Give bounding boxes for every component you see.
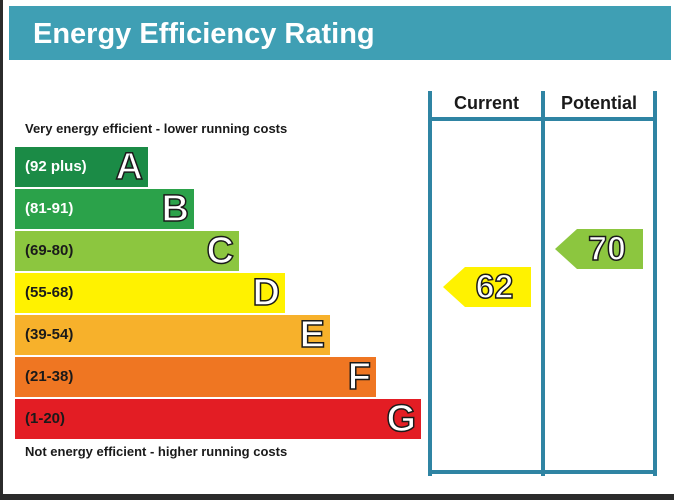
grid-line <box>653 91 657 476</box>
band-range-label: (69-80) <box>25 242 74 259</box>
band-range-label: (21-38) <box>25 368 74 385</box>
grid-line <box>541 91 545 476</box>
potential-rating-arrow: 70 <box>555 229 643 269</box>
current-rating-arrow: 62 <box>442 267 531 307</box>
chart-title: Energy Efficiency Rating <box>33 18 375 50</box>
band-a: (92 plus) A <box>15 145 148 189</box>
top-caption: Very energy efficient - lower running co… <box>25 121 288 136</box>
band-letter: A <box>115 145 144 189</box>
band-letter: F <box>347 355 372 399</box>
potential-arrow-shape <box>555 229 643 269</box>
grid-line <box>428 470 657 474</box>
title-bar: Energy Efficiency Rating <box>9 6 671 60</box>
band-b: (81-91) B <box>15 187 194 231</box>
band-f: (21-38) F <box>15 355 376 399</box>
bottom-caption: Not energy efficient - higher running co… <box>25 444 288 459</box>
band-letter: C <box>206 229 235 273</box>
band-letter: G <box>386 397 417 441</box>
band-letter: D <box>252 271 281 315</box>
band-letter: E <box>299 313 326 357</box>
band-d: (55-68) D <box>15 271 285 315</box>
band-c: (69-80) C <box>15 229 239 273</box>
column-header-potential: Potential <box>560 93 637 113</box>
epc-chart: Energy Efficiency Rating Current Potenti… <box>3 0 674 494</box>
band-e: (39-54) E <box>15 313 330 357</box>
band-range-label: (55-68) <box>25 284 74 301</box>
band-range-label: (39-54) <box>25 326 74 343</box>
grid-line <box>428 117 657 121</box>
grid-line <box>428 91 432 476</box>
band-range-label: (1-20) <box>25 410 66 427</box>
current-arrow-shape <box>442 267 531 307</box>
band-range-label: (92 plus) <box>25 158 87 175</box>
column-header-current: Current <box>453 93 519 113</box>
current-rating-value: 62 <box>475 267 514 307</box>
potential-rating-value: 70 <box>587 229 626 269</box>
band-range-label: (81-91) <box>25 200 74 217</box>
band-letter: B <box>161 187 190 231</box>
band-g: (1-20) G <box>15 397 421 441</box>
